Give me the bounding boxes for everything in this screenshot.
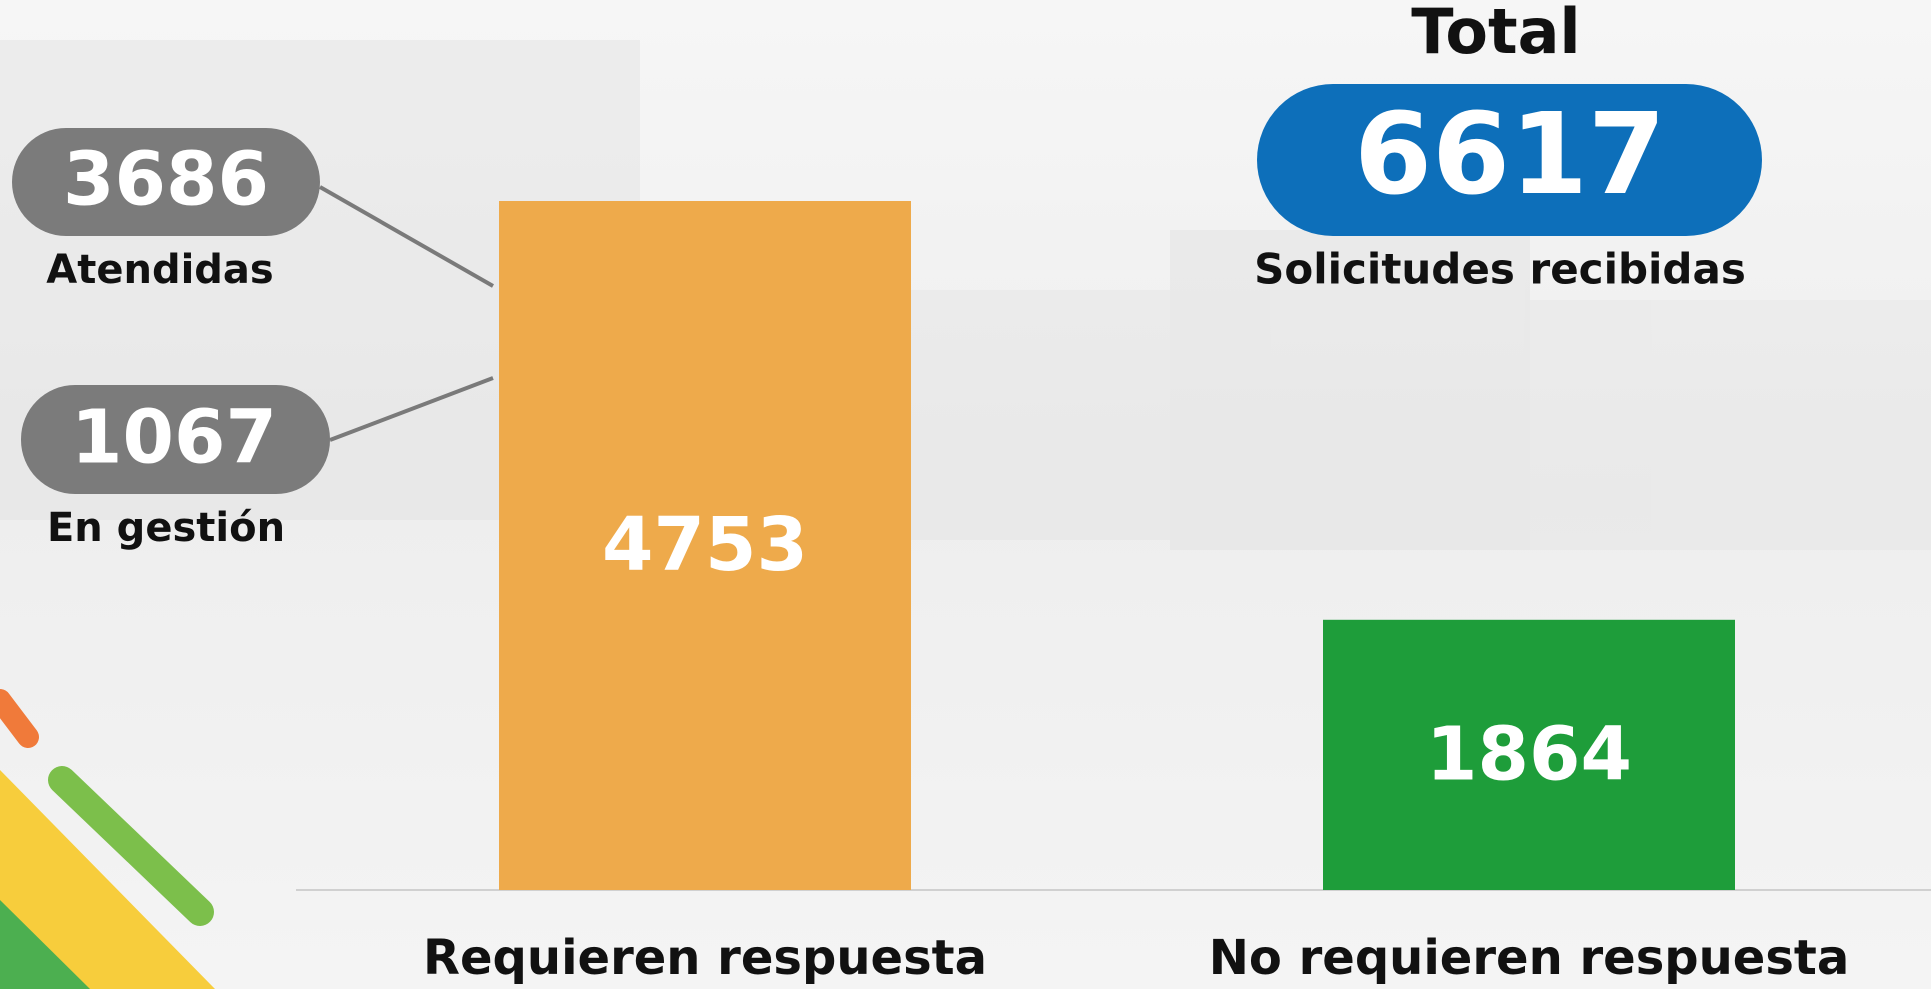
x-tick-label: No requieren respuesta <box>1209 930 1850 986</box>
breakdown-label: Atendidas <box>46 247 273 293</box>
bar-value-label: 4753 <box>602 502 808 588</box>
x-tick-label: Requieren respuesta <box>423 930 987 986</box>
breakdown-value: 3686 <box>63 137 269 223</box>
total-label: Solicitudes recibidas <box>1254 245 1746 294</box>
total-value: 6617 <box>1354 90 1666 220</box>
chart: Total 6617 Solicitudes recibidas 3686 At… <box>0 0 1931 989</box>
bar-value-label: 1864 <box>1426 711 1632 797</box>
breakdown-value: 1067 <box>71 395 277 481</box>
breakdown-label: En gestión <box>47 505 285 551</box>
total-title: Total <box>1411 0 1580 68</box>
